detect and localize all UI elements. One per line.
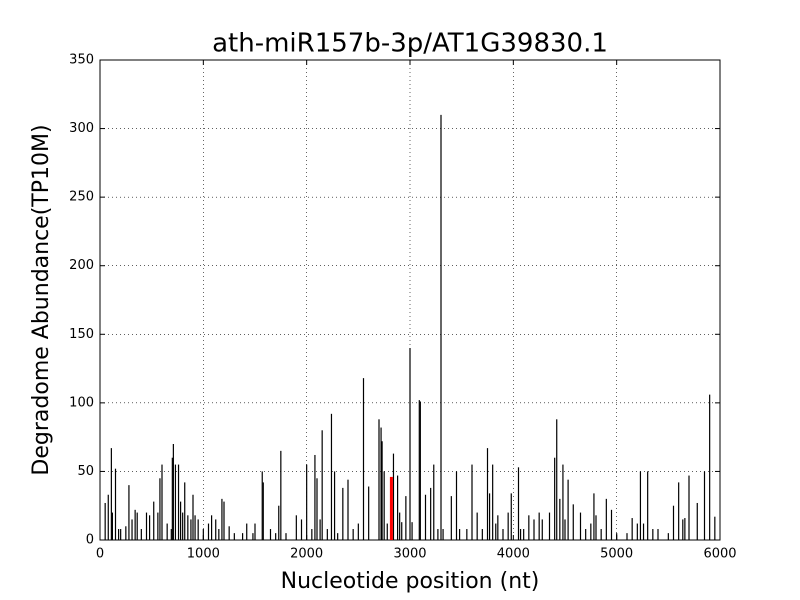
x-tick-label: 5000 (600, 547, 633, 562)
y-tick-label: 100 (69, 395, 94, 410)
y-tick-label: 200 (69, 258, 94, 273)
y-tick-label: 50 (77, 464, 94, 479)
y-axis-label: Degradome Abundance(TP10M) (29, 124, 54, 475)
x-tick-label: 0 (96, 547, 104, 562)
y-tick-label: 350 (69, 53, 94, 68)
x-axis-label: Nucleotide position (nt) (281, 569, 540, 594)
y-tick-label: 150 (69, 327, 94, 342)
y-tick-label: 250 (69, 190, 94, 205)
x-tick-label: 4000 (497, 547, 530, 562)
chart-title: ath-miR157b-3p/AT1G39830.1 (212, 29, 608, 59)
y-tick-label: 0 (86, 533, 94, 548)
x-tick-label: 6000 (703, 547, 736, 562)
y-tick-label: 300 (69, 121, 94, 136)
x-tick-label: 1000 (187, 547, 220, 562)
x-tick-label: 2000 (290, 547, 323, 562)
x-tick-label: 3000 (393, 547, 426, 562)
